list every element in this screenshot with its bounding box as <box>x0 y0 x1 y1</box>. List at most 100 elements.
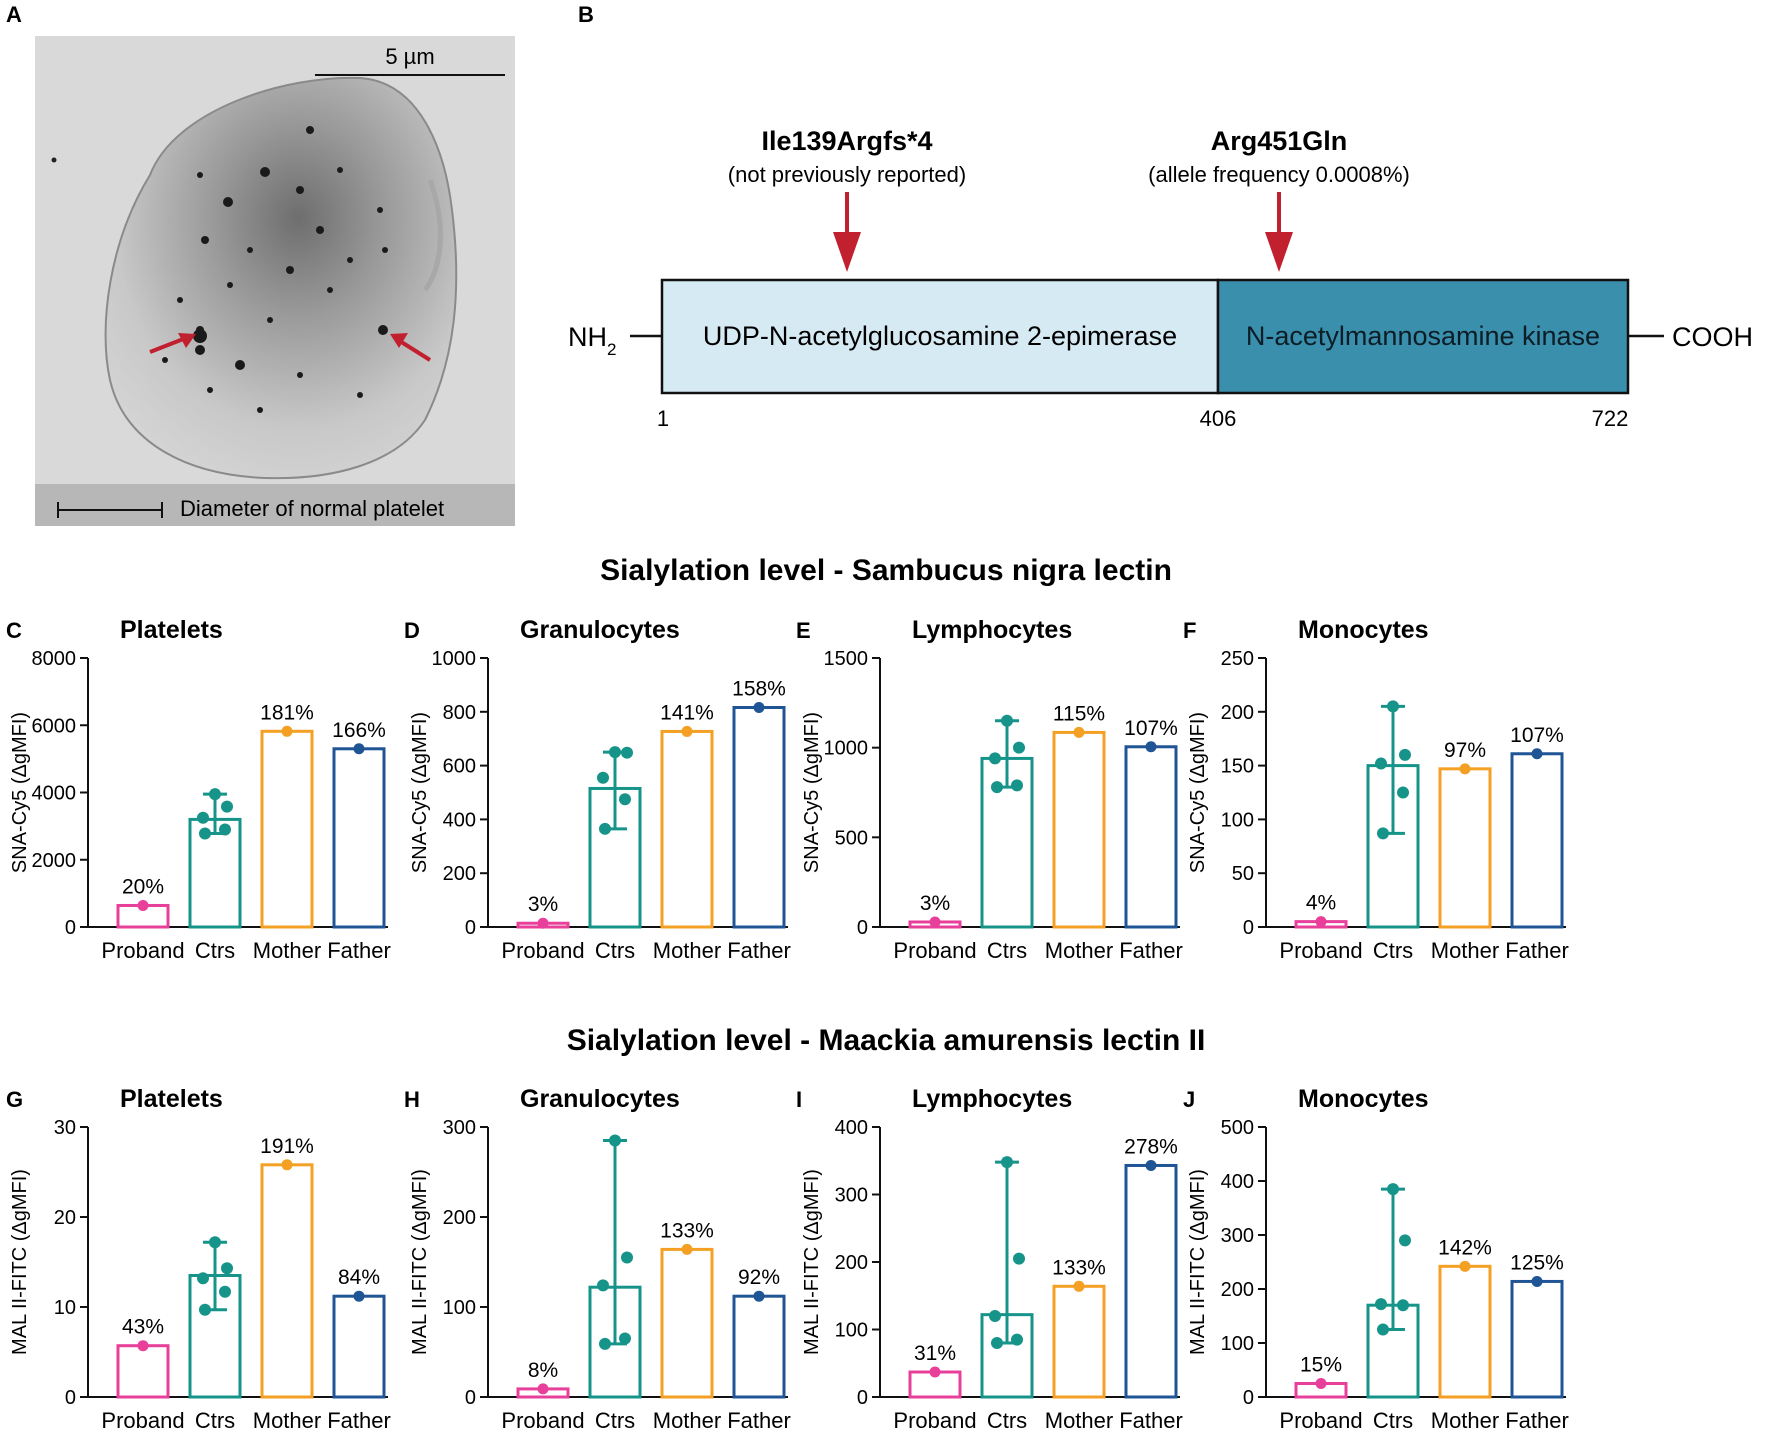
chart-title: Granulocytes <box>520 616 680 644</box>
bar-father <box>1124 1163 1178 1399</box>
ctrl-point <box>989 1310 1001 1322</box>
y-axis-label: MAL II-FITC (ΔgMFI) <box>409 1169 431 1355</box>
panel-label-b: B <box>578 2 594 27</box>
point-father <box>353 1290 365 1302</box>
bar-value-label: 20% <box>122 875 164 898</box>
y-axis-label: MAL II-FITC (ΔgMFI) <box>801 1169 823 1355</box>
y-axis-label: SNA-Cy5 (ΔgMFI) <box>801 712 823 873</box>
ctrl-point <box>1377 827 1389 840</box>
platelet-cell <box>104 76 458 480</box>
y-tick-label: 0 <box>465 1387 476 1409</box>
kinase-domain <box>1216 278 1630 395</box>
ctrl-point <box>1013 741 1025 754</box>
chart-title: Platelets <box>120 616 223 644</box>
point-father <box>753 701 765 713</box>
bar-proband <box>116 1344 170 1399</box>
y-tick-label: 800 <box>443 702 476 724</box>
ctrl-point <box>199 1303 211 1316</box>
category-label: Proband <box>893 938 976 963</box>
category-label: Ctrs <box>195 1408 235 1433</box>
point-father <box>1531 748 1543 760</box>
ctrl-point <box>621 746 633 759</box>
y-axis-label: SNA-Cy5 (ΔgMFI) <box>1187 712 1209 873</box>
y-tick-label: 1000 <box>824 738 869 760</box>
panel-letter: J <box>1183 1087 1195 1112</box>
category-label: Proband <box>1279 1408 1362 1433</box>
bar-value-label: 141% <box>660 701 714 724</box>
bar-value-label: 125% <box>1510 1251 1564 1274</box>
bar-value-label: 31% <box>914 1342 956 1365</box>
caption-text: Diameter of normal platelet <box>180 496 444 521</box>
bar-mother <box>1052 1284 1106 1399</box>
panel-letter: F <box>1183 618 1196 643</box>
y-tick-label: 600 <box>443 756 476 778</box>
debris-dot <box>51 157 57 163</box>
kinase-domain-label: N-acetylmannosamine kinase <box>1246 321 1600 351</box>
ctrl-point <box>199 827 211 840</box>
y-tick-label: 0 <box>857 1387 868 1409</box>
y-tick-label: 1000 <box>432 648 477 670</box>
category-label: Ctrs <box>987 938 1027 963</box>
bar-ctrs <box>188 817 242 929</box>
category-label: Mother <box>1431 1408 1499 1433</box>
point-mother <box>681 1243 693 1255</box>
category-label: Proband <box>101 1408 184 1433</box>
category-label: Father <box>1505 1408 1569 1433</box>
bar-value-label: 158% <box>732 677 786 700</box>
ctrl-point <box>1377 1323 1389 1336</box>
point-proband <box>929 916 941 928</box>
mutation2-name: Arg451Gln <box>1211 126 1348 156</box>
y-tick-label: 20 <box>54 1207 76 1229</box>
point-mother <box>281 1159 293 1171</box>
y-tick-label: 0 <box>65 1387 76 1409</box>
point-proband <box>137 899 149 911</box>
ctrl-point <box>209 1236 221 1249</box>
bar-value-label: 8% <box>528 1359 558 1382</box>
micrograph: 5 µm Diameter of normal platelet <box>35 36 515 526</box>
y-tick-label: 2000 <box>32 850 77 872</box>
category-label: Mother <box>253 938 321 963</box>
point-proband <box>137 1340 149 1352</box>
bar-value-label: 115% <box>1053 702 1105 725</box>
cell-fold <box>422 179 443 292</box>
ctrl-point <box>599 822 611 835</box>
category-label: Ctrs <box>987 1408 1027 1433</box>
bar-father <box>1124 745 1178 929</box>
y-tick-label: 0 <box>1243 917 1254 939</box>
category-label: Ctrs <box>595 1408 635 1433</box>
point-father <box>1145 741 1157 753</box>
protein-diagram: Ile139Argfs*4 (not previously reported) … <box>568 126 1753 431</box>
panel-letter: D <box>404 618 420 643</box>
bar-father <box>332 747 386 929</box>
y-tick-label: 200 <box>1221 1279 1254 1301</box>
panel-letter: E <box>796 618 811 643</box>
panel-letter: H <box>404 1087 420 1112</box>
point-proband <box>537 1383 549 1395</box>
bar-father <box>732 705 786 929</box>
ctrl-point <box>609 1134 621 1147</box>
category-label: Proband <box>501 1408 584 1433</box>
chart-e: E Lymphocytes SNA-Cy5 (ΔgMFI) 0 500 1000 1500 3… <box>796 616 1183 963</box>
ctrl-point <box>1011 779 1023 792</box>
point-mother <box>681 725 693 737</box>
mutation2-arrowhead <box>1265 232 1293 272</box>
point-proband <box>1315 1378 1327 1389</box>
y-tick-label: 100 <box>835 1320 868 1342</box>
category-label: Father <box>327 938 391 963</box>
point-proband <box>537 917 549 929</box>
y-axis-label: MAL II-FITC (ΔgMFI) <box>1187 1169 1209 1355</box>
y-tick-label: 300 <box>835 1185 868 1207</box>
chart-j: J Monocytes MAL II-FITC (ΔgMFI) 0 100 200 300 4… <box>1183 1085 1569 1433</box>
point-mother <box>1073 1280 1085 1292</box>
y-tick-label: 150 <box>1221 756 1254 778</box>
category-label: Father <box>727 1408 791 1433</box>
ctrl-point <box>621 1251 633 1264</box>
bar-mother <box>660 729 714 929</box>
y-tick-label: 200 <box>1221 702 1254 724</box>
bar-value-label: 97% <box>1444 739 1486 762</box>
bar-mother <box>1438 1264 1492 1399</box>
y-tick-label: 30 <box>54 1117 76 1139</box>
mal-section-title: Sialylation level - Maackia amurensis le… <box>567 1024 1206 1057</box>
ctrl-point <box>1399 748 1411 761</box>
ctrl-point <box>609 746 621 759</box>
